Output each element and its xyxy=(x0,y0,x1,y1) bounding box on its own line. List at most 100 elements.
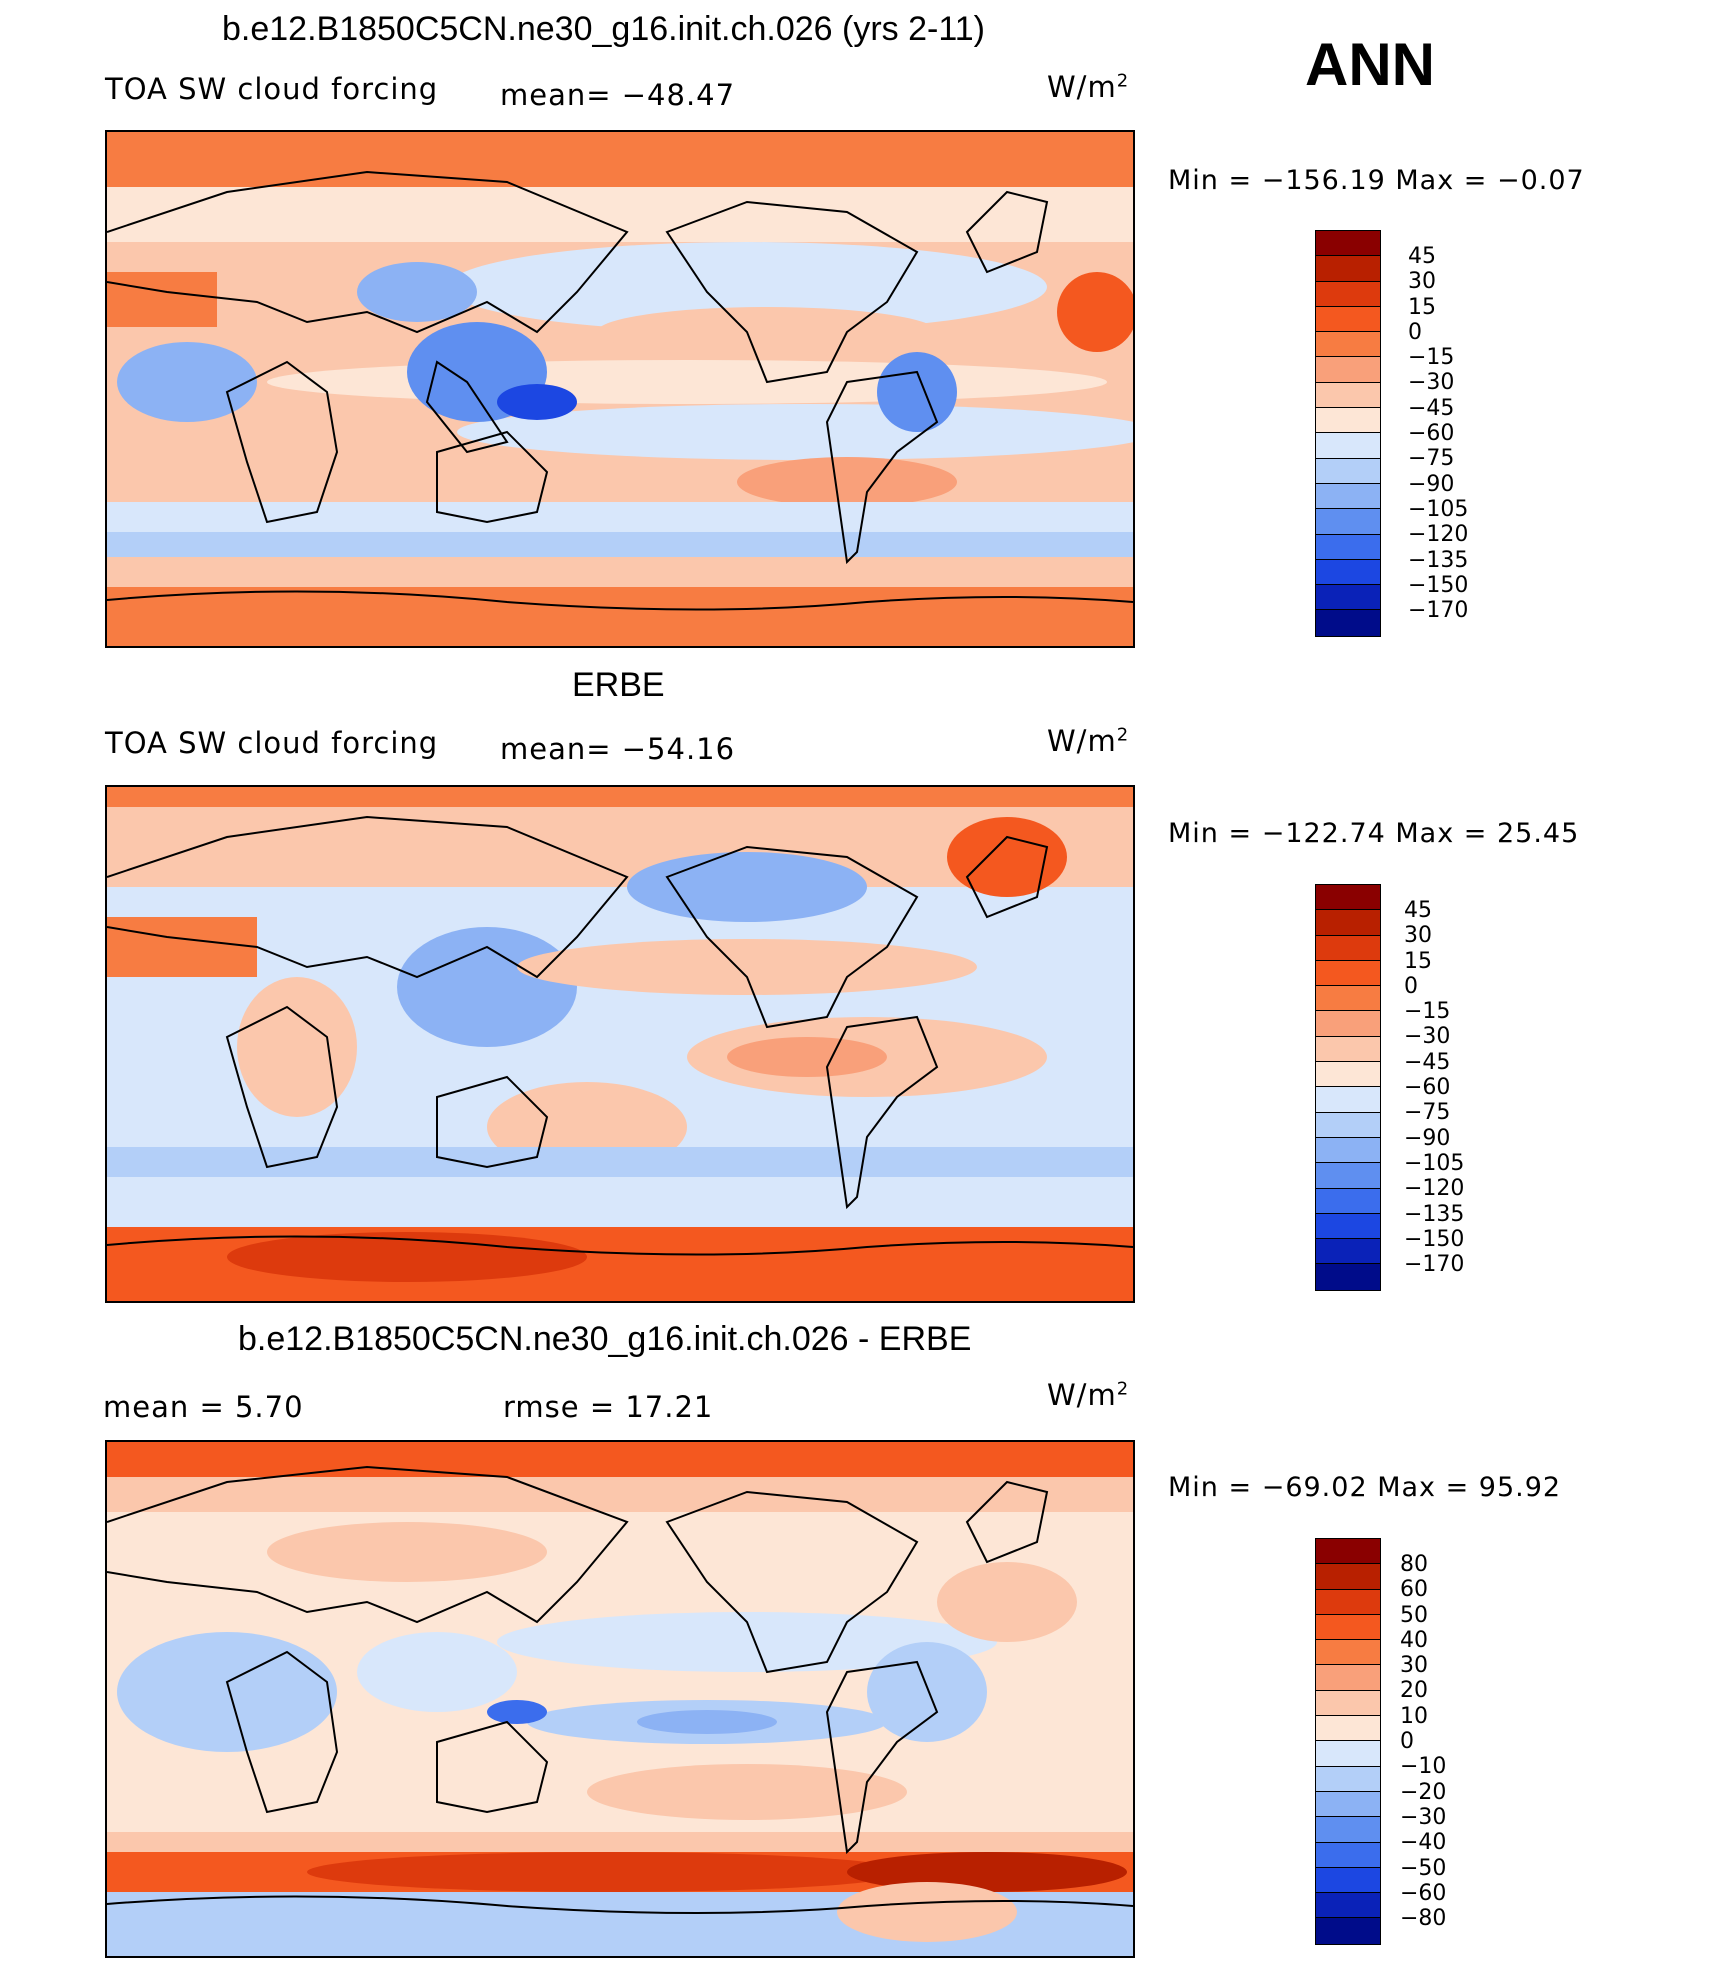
colorbar-tick-label: 0 xyxy=(1400,1729,1414,1755)
colorbar-segment xyxy=(1316,509,1380,535)
colorbar-segment xyxy=(1316,1137,1380,1164)
colorbar-segment xyxy=(1316,585,1380,611)
colorbar-segment xyxy=(1316,231,1380,257)
colorbar-segment xyxy=(1316,910,1380,936)
map-observations xyxy=(105,785,1135,1303)
colorbar-segment xyxy=(1316,559,1380,586)
colorbar-tick-label: −30 xyxy=(1404,1024,1451,1050)
colorbar-tick-label: −120 xyxy=(1404,1176,1465,1202)
colorbar-tick-label: −60 xyxy=(1408,421,1455,447)
min-max-label: Min = −156.19 Max = −0.07 xyxy=(1168,165,1585,196)
colorbar-labels: 45 30 15 0 −15 −30 −45 −60 −75 −90 −105 −120 −135 −15… xyxy=(1408,244,1468,623)
variable-label: TOA SW cloud forcing xyxy=(105,72,439,106)
colorbar-segment xyxy=(1316,1112,1380,1138)
colorbar-tick-label: −40 xyxy=(1400,1830,1447,1856)
colorbar-tick-label: −105 xyxy=(1408,496,1469,522)
units-label: W/m2 xyxy=(1047,70,1130,104)
colorbar-segment xyxy=(1316,1062,1380,1088)
colorbar-tick-label: 80 xyxy=(1400,1552,1428,1577)
colorbar-segment xyxy=(1316,1665,1380,1691)
colorbar-segment xyxy=(1316,281,1380,307)
colorbar-tick-label: −10 xyxy=(1400,1754,1447,1780)
units-label: W/m2 xyxy=(1047,724,1130,758)
colorbar-segment xyxy=(1316,408,1380,434)
colorbar-tick-label: 10 xyxy=(1400,1703,1428,1729)
rmse-label: rmse = 17.21 xyxy=(503,1390,714,1424)
colorbar-tick-label: −90 xyxy=(1408,471,1455,497)
colorbar-segment xyxy=(1316,1539,1380,1565)
colorbar xyxy=(1315,884,1381,1291)
colorbar-tick-label: −30 xyxy=(1400,1804,1447,1830)
mean-label: mean= −54.16 xyxy=(500,732,736,766)
colorbar-segment xyxy=(1316,1036,1380,1063)
colorbar-segment xyxy=(1316,1817,1380,1843)
colorbar-segment xyxy=(1316,1589,1380,1615)
colorbar-segment xyxy=(1316,1893,1380,1919)
colorbar-tick-label: −90 xyxy=(1404,1125,1451,1151)
colorbar-tick-label: −150 xyxy=(1408,572,1469,598)
colorbar-tick-label: 30 xyxy=(1404,923,1432,949)
colorbar-tick-label: −20 xyxy=(1400,1779,1447,1805)
panel-title: b.e12.B1850C5CN.ne30_g16.init.ch.026 - E… xyxy=(238,1320,972,1358)
colorbar-tick-label: 50 xyxy=(1400,1602,1428,1628)
colorbar-tick-label: −80 xyxy=(1400,1906,1447,1932)
colorbar-tick-label: 60 xyxy=(1400,1577,1428,1603)
colorbar xyxy=(1315,230,1381,637)
colorbar-segment xyxy=(1316,483,1380,510)
colorbar-segment xyxy=(1316,1640,1380,1666)
colorbar-segment xyxy=(1316,357,1380,383)
colorbar-tick-label: −150 xyxy=(1404,1226,1465,1252)
colorbar-tick-label: 40 xyxy=(1400,1627,1428,1653)
min-max-label: Min = −69.02 Max = 95.92 xyxy=(1168,1472,1562,1503)
colorbar-tick-label: 20 xyxy=(1400,1678,1428,1704)
units-label: W/m2 xyxy=(1047,1378,1130,1412)
colorbar-tick-label: 15 xyxy=(1404,948,1432,974)
colorbar-tick-label: −45 xyxy=(1408,395,1455,421)
colorbar-tick-label: −15 xyxy=(1404,999,1451,1025)
colorbar-segment xyxy=(1316,1011,1380,1037)
colorbar-tick-label: −75 xyxy=(1404,1100,1451,1126)
season-label: ANN xyxy=(1305,31,1435,98)
colorbar xyxy=(1315,1538,1381,1945)
colorbar-segment xyxy=(1316,1264,1380,1290)
colorbar-tick-label: 15 xyxy=(1408,294,1436,320)
colorbar-labels: 80 60 50 40 30 20 10 0 −10 −20 −30 −40 −50 −60 −80 xyxy=(1400,1552,1446,1931)
colorbar-tick-label: −170 xyxy=(1408,598,1469,624)
panel-title: b.e12.B1850C5CN.ne30_g16.init.ch.026 (yr… xyxy=(222,10,985,48)
colorbar-tick-label: −170 xyxy=(1404,1252,1465,1278)
mean-label: mean= −48.47 xyxy=(500,78,736,112)
colorbar-tick-label: −105 xyxy=(1404,1150,1465,1176)
colorbar-segment xyxy=(1316,433,1380,459)
colorbar-segment xyxy=(1316,1564,1380,1590)
colorbar-segment xyxy=(1316,1163,1380,1189)
colorbar-tick-label: −50 xyxy=(1400,1855,1447,1881)
map-difference xyxy=(105,1440,1135,1958)
colorbar-segment xyxy=(1316,1690,1380,1717)
colorbar-segment xyxy=(1316,1087,1380,1113)
map-model xyxy=(105,130,1135,648)
colorbar-segment xyxy=(1316,534,1380,560)
colorbar-segment xyxy=(1316,960,1380,987)
colorbar-tick-label: 30 xyxy=(1400,1653,1428,1679)
colorbar-segment xyxy=(1316,306,1380,333)
colorbar-tick-label: −75 xyxy=(1408,446,1455,472)
colorbar-segment xyxy=(1316,1842,1380,1868)
colorbar-tick-label: 45 xyxy=(1404,898,1432,923)
colorbar-segment xyxy=(1316,1614,1380,1641)
colorbar-tick-label: 0 xyxy=(1408,319,1422,345)
mean-label: mean = 5.70 xyxy=(103,1390,304,1424)
colorbar-segment xyxy=(1316,1791,1380,1818)
colorbar-segment xyxy=(1316,1188,1380,1214)
colorbar-segment xyxy=(1316,935,1380,961)
colorbar-tick-label: 0 xyxy=(1404,973,1418,999)
colorbar-segment xyxy=(1316,382,1380,409)
colorbar-segment xyxy=(1316,1213,1380,1240)
colorbar-segment xyxy=(1316,458,1380,484)
variable-label: TOA SW cloud forcing xyxy=(105,726,439,760)
colorbar-tick-label: 30 xyxy=(1408,269,1436,295)
colorbar-segment xyxy=(1316,610,1380,636)
colorbar-tick-label: −60 xyxy=(1400,1880,1447,1906)
colorbar-tick-label: −120 xyxy=(1408,522,1469,548)
colorbar-segment xyxy=(1316,1741,1380,1767)
colorbar-segment xyxy=(1316,1239,1380,1265)
